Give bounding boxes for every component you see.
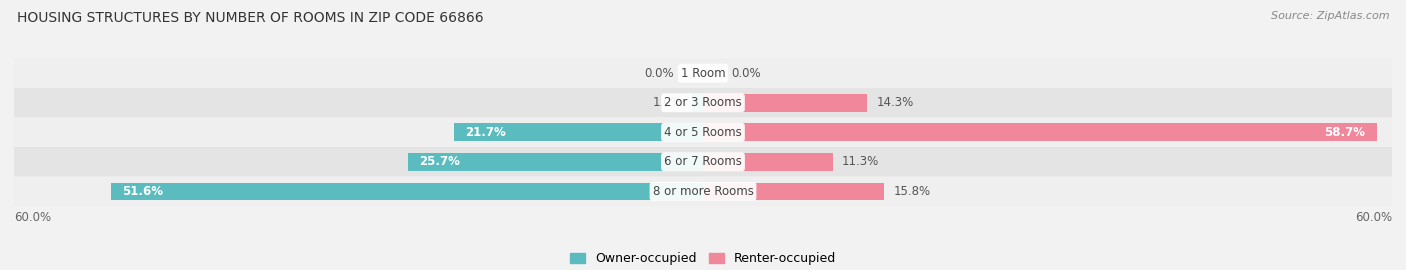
Bar xyxy=(703,94,868,112)
Text: 60.0%: 60.0% xyxy=(14,211,51,224)
Text: 60.0%: 60.0% xyxy=(1355,211,1392,224)
Text: 15.8%: 15.8% xyxy=(894,185,931,198)
Text: HOUSING STRUCTURES BY NUMBER OF ROOMS IN ZIP CODE 66866: HOUSING STRUCTURES BY NUMBER OF ROOMS IN… xyxy=(17,11,484,25)
Bar xyxy=(703,153,832,171)
FancyBboxPatch shape xyxy=(14,58,1392,88)
Text: 14.3%: 14.3% xyxy=(876,96,914,109)
Text: Source: ZipAtlas.com: Source: ZipAtlas.com xyxy=(1271,11,1389,21)
Bar xyxy=(408,153,703,171)
Text: 0.0%: 0.0% xyxy=(645,67,675,80)
Text: 6 or 7 Rooms: 6 or 7 Rooms xyxy=(664,155,742,168)
FancyBboxPatch shape xyxy=(14,177,1392,206)
Bar xyxy=(703,183,884,200)
Text: 1 Room: 1 Room xyxy=(681,67,725,80)
Text: 4 or 5 Rooms: 4 or 5 Rooms xyxy=(664,126,742,139)
Bar xyxy=(692,94,703,112)
Text: 11.3%: 11.3% xyxy=(842,155,879,168)
Legend: Owner-occupied, Renter-occupied: Owner-occupied, Renter-occupied xyxy=(565,247,841,270)
FancyBboxPatch shape xyxy=(14,117,1392,147)
Text: 21.7%: 21.7% xyxy=(465,126,506,139)
Text: 2 or 3 Rooms: 2 or 3 Rooms xyxy=(664,96,742,109)
Text: 58.7%: 58.7% xyxy=(1324,126,1365,139)
Text: 25.7%: 25.7% xyxy=(419,155,460,168)
Text: 1.0%: 1.0% xyxy=(652,96,682,109)
Bar xyxy=(703,123,1376,141)
FancyBboxPatch shape xyxy=(14,88,1392,117)
Text: 8 or more Rooms: 8 or more Rooms xyxy=(652,185,754,198)
Text: 0.0%: 0.0% xyxy=(731,67,761,80)
FancyBboxPatch shape xyxy=(14,147,1392,177)
Bar xyxy=(111,183,703,200)
Bar xyxy=(454,123,703,141)
Text: 51.6%: 51.6% xyxy=(122,185,163,198)
